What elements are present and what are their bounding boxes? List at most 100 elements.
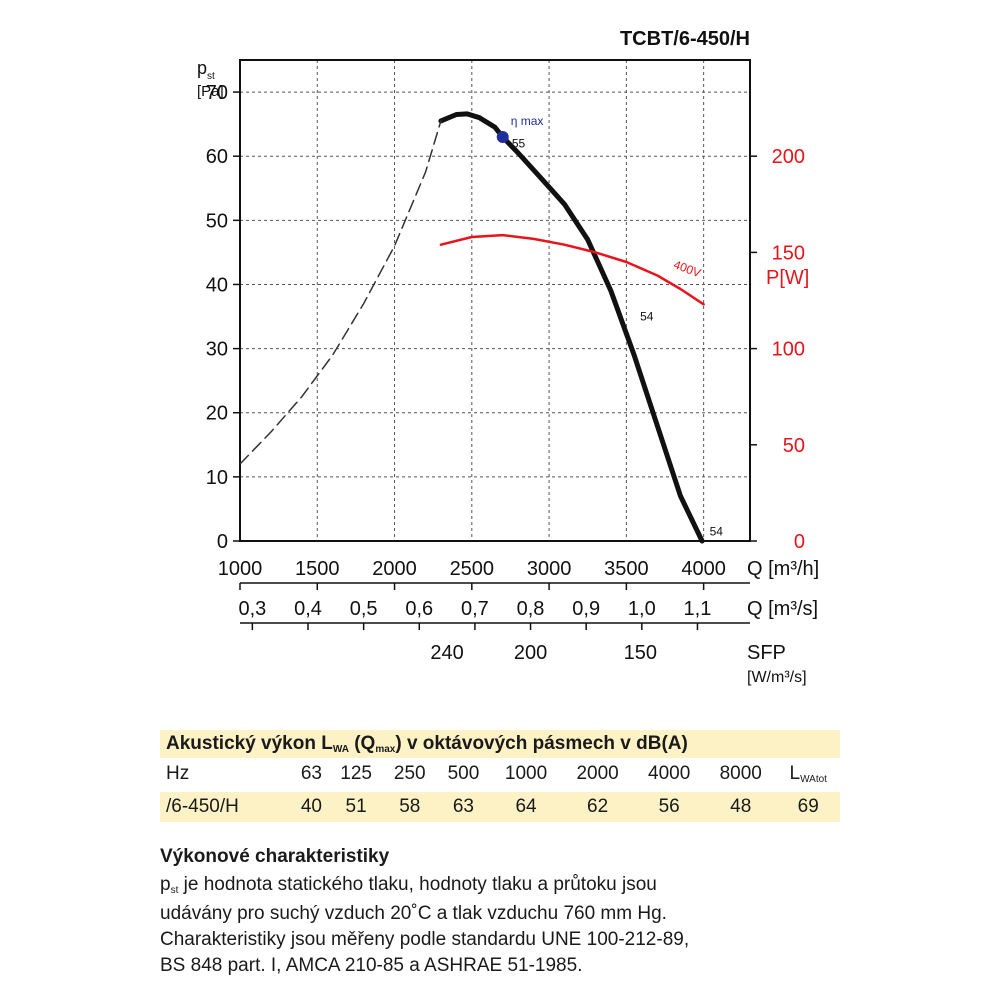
x-tick-label: 1500 <box>295 558 340 580</box>
acoustic-title-sub2: max <box>375 744 396 755</box>
y2-axis-ticks: 0 50 100 150 200 <box>750 146 805 553</box>
y-axis-label: p <box>197 58 207 78</box>
y-tick-label: 0 <box>217 531 228 553</box>
band-500: 500 <box>447 763 480 784</box>
acoustic-title-mid: (Q <box>348 733 376 754</box>
performance-line-1-text: je hodnota statického tlaku, hodnoty tla… <box>178 874 657 895</box>
performance-line-4: BS 848 part. I, AMCA 210-85 a ASHRAE 51-… <box>160 955 583 976</box>
y2-axis-label: P[W] <box>766 267 809 289</box>
annotations-group: η max 55 54 54 400V <box>496 114 724 538</box>
x2-tick-label: 0,3 <box>238 598 266 620</box>
acoustic-title: Akustický výkon LWA (Qmax) v oktávových … <box>160 730 840 758</box>
x2-tick-label: 1,0 <box>628 598 656 620</box>
y2-tick-label: 0 <box>794 531 805 553</box>
x3-axis-ticks: 240 200 150 <box>430 642 657 664</box>
y2-tick-label: 150 <box>772 242 805 264</box>
performance-section: Výkonové charakteristiky pst je hodnota … <box>160 846 860 979</box>
total-label-sub: WAtot <box>800 774 827 785</box>
power-curve <box>439 233 705 306</box>
band-125: 125 <box>340 763 372 784</box>
table-header-row: Hz 63 125 250 500 1000 2000 4000 8000 LW… <box>160 758 840 791</box>
performance-line-1: pst je hodnota statického tlaku, hodnoty… <box>160 872 860 901</box>
value-500: 63 <box>436 790 491 822</box>
value-8000: 48 <box>704 790 777 822</box>
pressure-curve-dashed <box>239 120 442 465</box>
eta-max-label: η max <box>511 114 544 128</box>
y2-tick-label: 100 <box>772 339 805 361</box>
x-tick-label: 3500 <box>604 558 649 580</box>
x2-tick-label: 0,5 <box>350 598 378 620</box>
fan-curve-chart: TCBT/6-450/H p st [Pa] 0 10 20 30 40 50 60 70 0… <box>197 28 819 686</box>
y2-tick-label: 50 <box>783 435 805 457</box>
value-4000: 56 <box>633 790 705 822</box>
x-tick-label: 2500 <box>450 558 495 580</box>
power-series-label: 400V <box>672 257 703 280</box>
grid <box>240 60 750 541</box>
performance-text: pst je hodnota statického tlaku, hodnoty… <box>160 872 860 979</box>
value-63: 40 <box>293 790 330 822</box>
y-tick-label: 70 <box>206 82 228 104</box>
model-label: /6-450/H <box>160 790 294 822</box>
band-8000: 8000 <box>719 763 762 784</box>
y-axis-unit: [Pa] <box>197 83 224 100</box>
y-tick-label: 40 <box>206 274 228 296</box>
value-1000: 64 <box>490 790 562 822</box>
curve-annotation: 54 <box>710 524 724 538</box>
x-tick-label: 1000 <box>218 558 263 580</box>
hz-label: Hz <box>166 763 190 784</box>
x2-tick-label: 0,7 <box>461 598 489 620</box>
x3-tick-label: 200 <box>514 642 547 664</box>
x2-axis-label: Q [m³/s] <box>747 598 818 620</box>
value-2000: 62 <box>561 790 634 822</box>
plot-frame <box>239 59 751 542</box>
x3-axis-label: SFP <box>747 642 786 664</box>
x-tick-label: 3000 <box>527 558 572 580</box>
x-tick-label: 2000 <box>372 558 417 580</box>
table-row: /6-450/H 40 51 58 63 64 62 56 48 69 <box>160 790 840 822</box>
y-tick-label: 30 <box>206 339 228 361</box>
band-2000: 2000 <box>576 763 619 784</box>
band-4000: 4000 <box>648 763 691 784</box>
x3-tick-label: 240 <box>430 642 463 664</box>
value-250: 58 <box>382 790 437 822</box>
chart-title: TCBT/6-450/H <box>620 28 750 50</box>
x3-axis-unit: [W/m³/s] <box>747 669 807 686</box>
band-1000: 1000 <box>504 763 548 784</box>
y-tick-label: 60 <box>206 146 228 168</box>
band-250: 250 <box>393 763 426 784</box>
x-axis-label: Q [m³/h] <box>747 558 819 580</box>
y-tick-label: 50 <box>206 210 228 232</box>
x-axis-ticks: 1000 1500 2000 2500 3000 3500 4000 <box>218 558 726 590</box>
y-axis-label-sub: st <box>207 71 215 82</box>
x2-tick-label: 0,4 <box>294 598 322 620</box>
pst-symbol-sub: st <box>170 885 179 896</box>
x2-tick-label: 0,8 <box>517 598 545 620</box>
pressure-curve <box>438 111 705 544</box>
y-tick-label: 10 <box>206 467 228 489</box>
acoustic-table: Akustický výkon LWA (Qmax) v oktávových … <box>160 730 840 822</box>
acoustic-title-main: Akustický výkon L <box>166 733 333 754</box>
performance-title: Výkonové charakteristiky <box>160 846 390 867</box>
x2-tick-label: 0,9 <box>572 598 600 620</box>
y-tick-label: 20 <box>206 403 228 425</box>
curve-annotation: 55 <box>512 136 526 150</box>
eta-max-marker <box>496 130 509 143</box>
performance-line-2: udávány pro suchý vzduch 20˚C a tlak vzd… <box>160 903 667 924</box>
band-63: 63 <box>300 763 322 784</box>
pst-symbol: p <box>160 874 171 895</box>
total-label-main: L <box>789 763 801 784</box>
x-tick-label: 4000 <box>681 558 726 580</box>
x2-tick-label: 0,6 <box>405 598 433 620</box>
value-125: 51 <box>329 790 383 822</box>
x3-tick-label: 150 <box>624 642 657 664</box>
y2-tick-label: 200 <box>772 146 805 168</box>
y-axis-ticks: 0 10 20 30 40 50 60 70 <box>206 82 240 553</box>
value-total: 69 <box>776 790 840 822</box>
x2-axis-ticks: 0,3 0,4 0,5 0,6 0,7 0,8 0,9 1,0 1,1 <box>238 598 711 630</box>
series-group <box>239 111 705 544</box>
curve-annotation: 54 <box>640 310 654 324</box>
acoustic-title-sub1: WA <box>332 744 349 755</box>
performance-line-3: Charakteristiky jsou měřeny podle standa… <box>160 929 690 950</box>
acoustic-title-end: ) v oktávových pásmech v dB(A) <box>395 733 688 754</box>
x2-tick-label: 1,1 <box>684 598 712 620</box>
